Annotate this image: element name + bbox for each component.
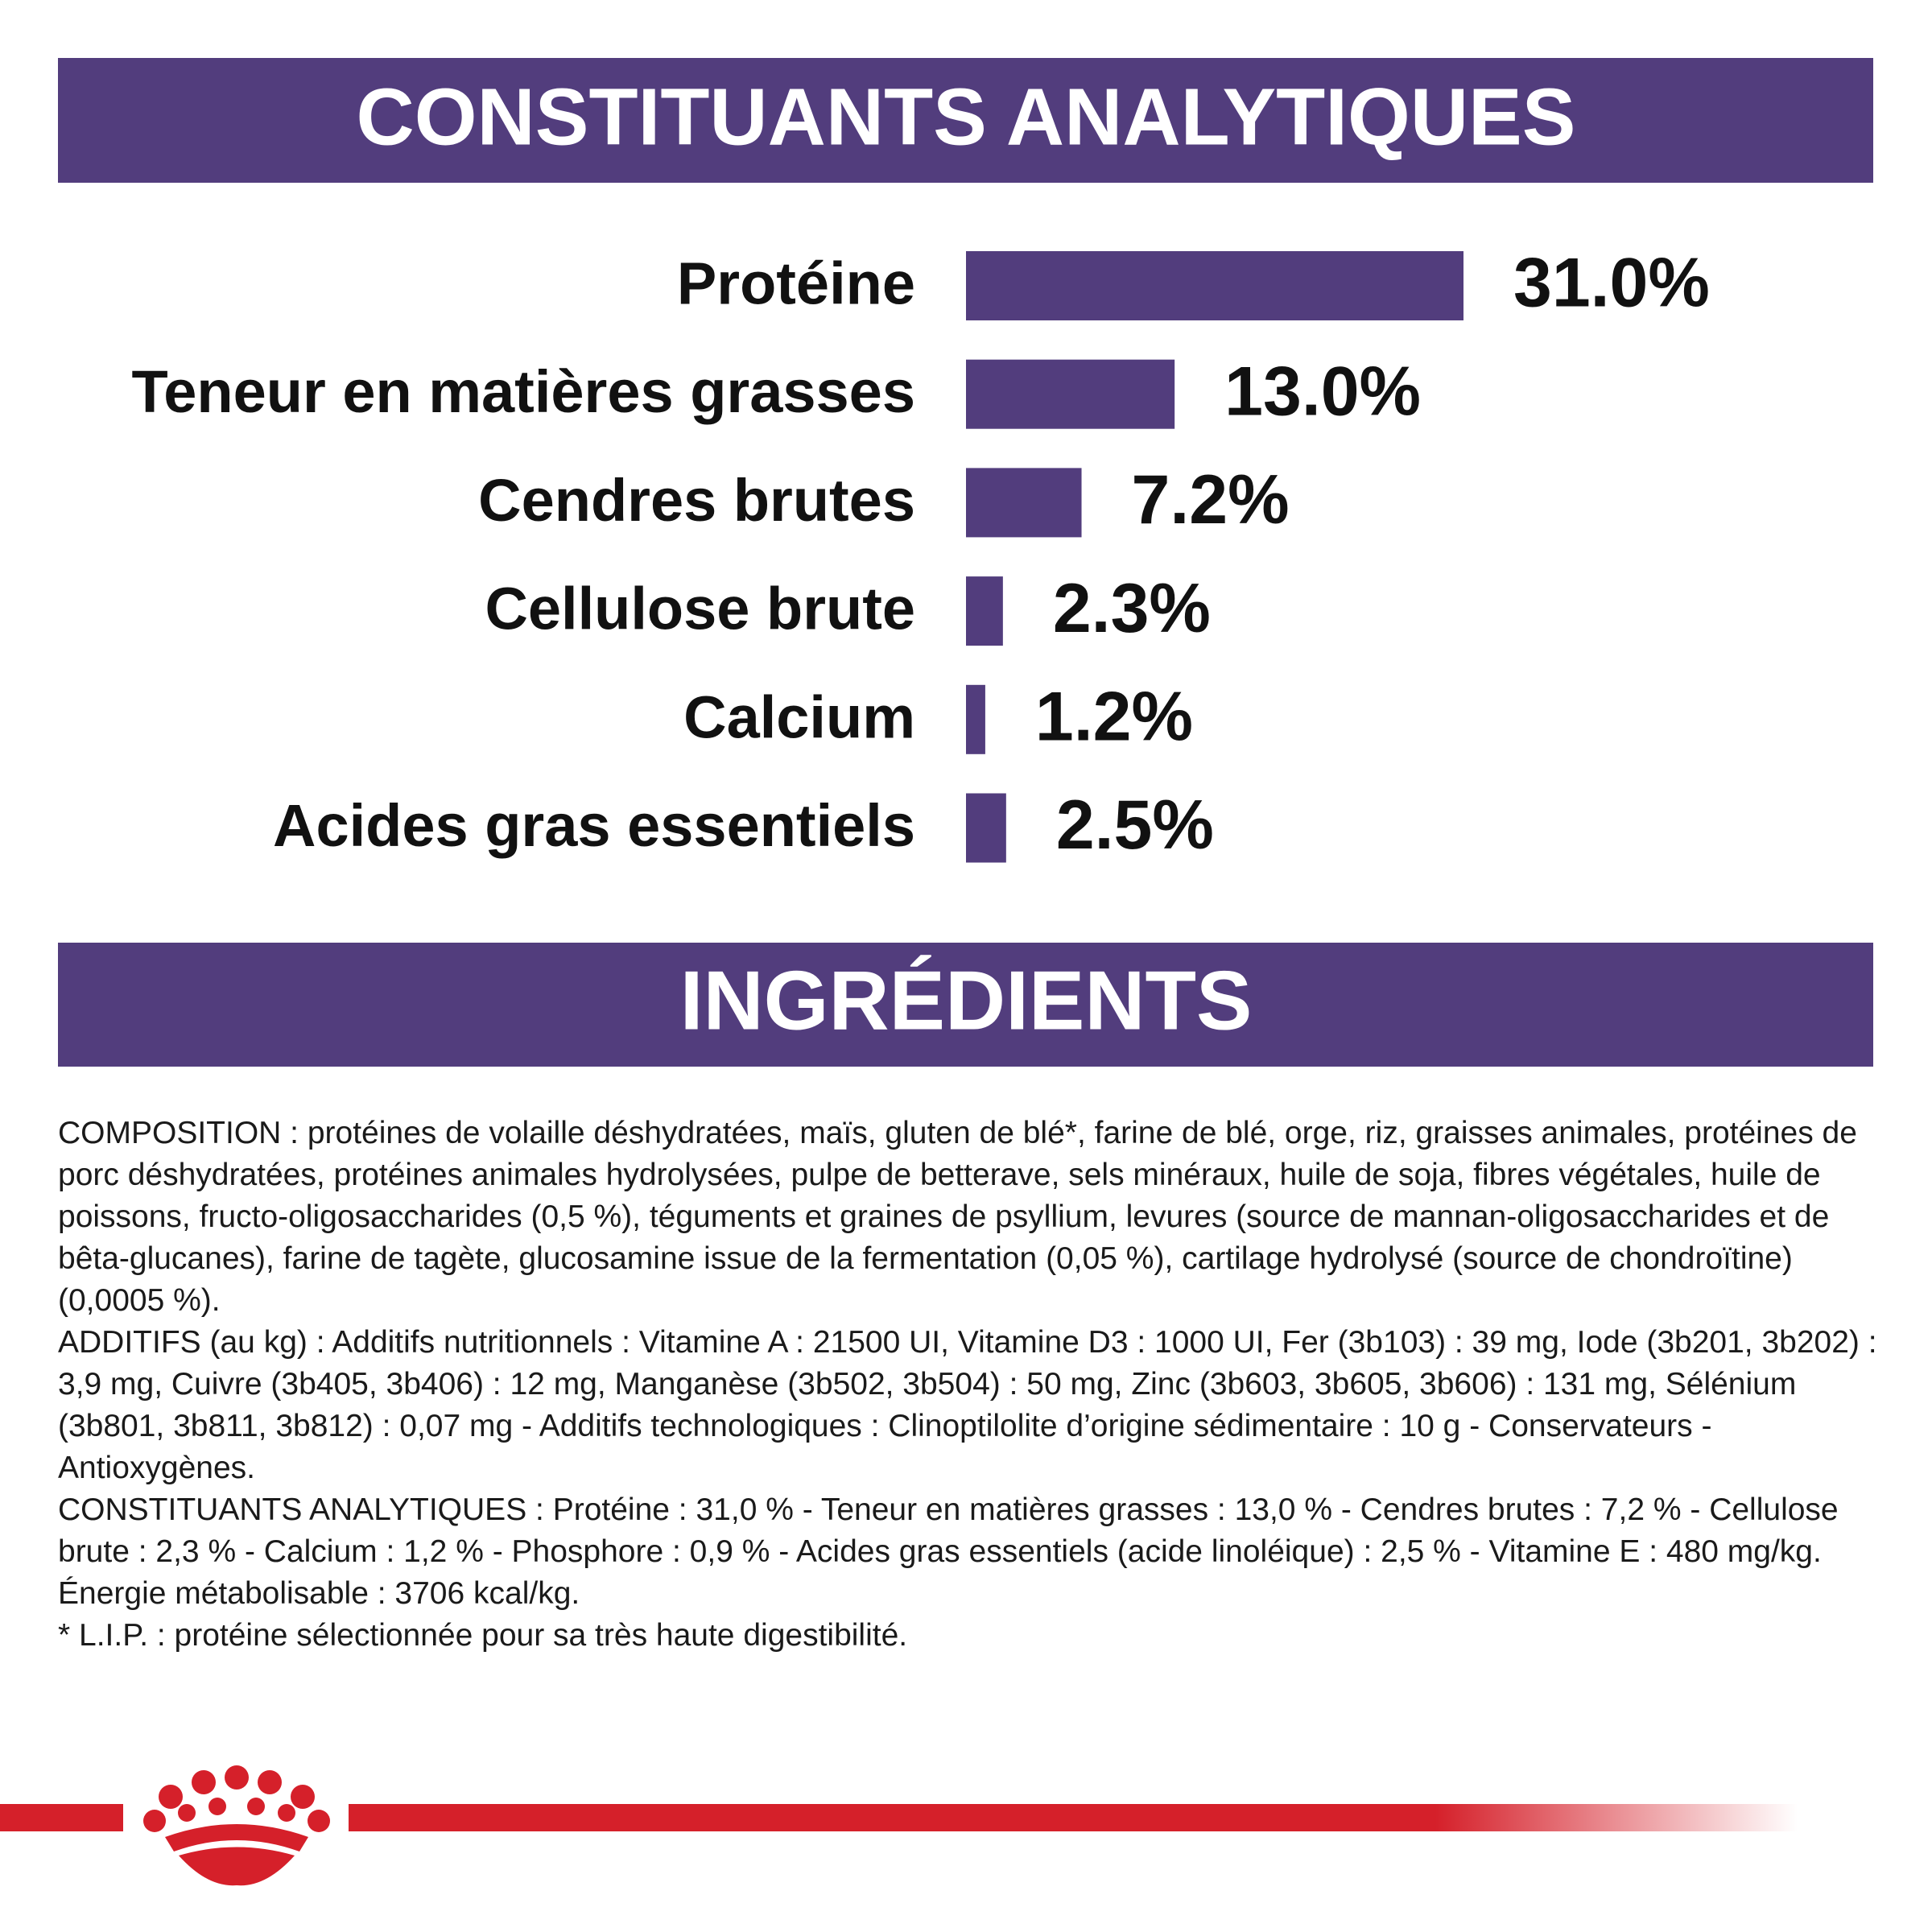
value-label: 2.3% bbox=[1053, 570, 1211, 647]
paragraph: ADDITIFS (au kg) : Additifs nutritionnel… bbox=[58, 1325, 1877, 1485]
bar bbox=[966, 793, 1006, 863]
category-label: Calcium bbox=[683, 683, 915, 750]
bar bbox=[966, 576, 1003, 646]
category-label: Protéine bbox=[677, 250, 915, 317]
bar-group: Protéine 31.0% Teneur en matières grasses 1… bbox=[132, 245, 1710, 865]
value-label: 13.0% bbox=[1224, 353, 1421, 430]
paragraph: CONSTITUANTS ANALYTIQUES : Protéine : 31… bbox=[58, 1492, 1839, 1611]
header-band bbox=[58, 943, 1873, 1067]
bar bbox=[966, 251, 1463, 320]
paragraph: COMPOSITION : protéines de volaille désh… bbox=[58, 1116, 1857, 1318]
paragraph: * L.I.P. : protéine sélectionnée pour sa… bbox=[58, 1618, 908, 1653]
footer-line bbox=[349, 1804, 1798, 1831]
header-band bbox=[58, 58, 1873, 183]
logo bbox=[143, 1765, 330, 1886]
category-label: Teneur en matières grasses bbox=[132, 358, 915, 425]
bar bbox=[966, 684, 985, 754]
category-label: Cellulose brute bbox=[485, 576, 915, 642]
value-label: 31.0% bbox=[1513, 245, 1710, 322]
category-label: Acides gras essentiels bbox=[273, 792, 915, 859]
chart-title: CONSTITUANTS ANALYTIQUES bbox=[357, 72, 1576, 162]
bar bbox=[966, 359, 1175, 429]
ingredients-text: COMPOSITION : protéines de volaille désh… bbox=[58, 1113, 1885, 1657]
footer-line bbox=[0, 1804, 123, 1831]
value-label: 7.2% bbox=[1132, 461, 1290, 539]
category-label: Cendres brutes bbox=[478, 467, 915, 534]
section-title: INGRÉDIENTS bbox=[680, 954, 1253, 1047]
bar bbox=[966, 468, 1082, 538]
value-label: 2.5% bbox=[1056, 786, 1214, 864]
value-label: 1.2% bbox=[1035, 679, 1193, 756]
